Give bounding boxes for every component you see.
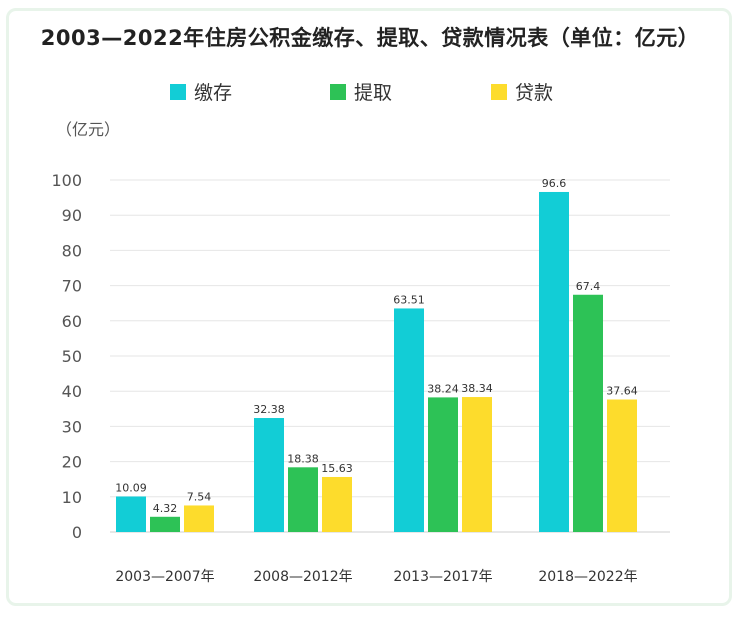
legend-item-deposit: 缴存 bbox=[170, 78, 232, 105]
data-label: 18.38 bbox=[287, 452, 319, 465]
bar bbox=[462, 397, 492, 532]
data-label: 10.09 bbox=[115, 481, 147, 494]
y-tick-label: 80 bbox=[62, 241, 82, 260]
x-category-label: 2003—2007年 bbox=[115, 569, 214, 585]
legend-label-withdrawal: 提取 bbox=[354, 82, 393, 104]
data-label: 67.4 bbox=[576, 280, 601, 293]
bar bbox=[394, 308, 424, 532]
data-label: 4.32 bbox=[153, 502, 178, 515]
x-category-label: 2018—2022年 bbox=[538, 569, 637, 585]
y-tick-label: 70 bbox=[62, 277, 82, 296]
y-tick-label: 90 bbox=[62, 206, 82, 225]
data-label: 15.63 bbox=[321, 462, 353, 475]
data-label: 37.64 bbox=[606, 385, 638, 398]
bar bbox=[539, 191, 569, 532]
y-tick-label: 20 bbox=[62, 453, 82, 472]
y-tick-label: 60 bbox=[62, 312, 82, 331]
legend-item-loan: 贷款 bbox=[491, 78, 553, 105]
legend-swatch-loan bbox=[491, 83, 507, 100]
y-axis-unit-label: （亿元） bbox=[56, 120, 121, 139]
chart-title: 2003—2022年住房公积金缴存、提取、贷款情况表（单位：亿元） bbox=[40, 26, 700, 50]
bar bbox=[607, 399, 637, 532]
data-label: 32.38 bbox=[253, 403, 285, 416]
bar bbox=[573, 294, 603, 532]
y-tick-label: 0 bbox=[72, 523, 82, 542]
legend-label-loan: 贷款 bbox=[515, 82, 554, 104]
data-label: 7.54 bbox=[187, 490, 212, 503]
bar bbox=[322, 476, 352, 532]
y-tick-label: 50 bbox=[62, 347, 82, 366]
legend: 缴存 提取 贷款 bbox=[0, 78, 740, 108]
legend-label-deposit: 缴存 bbox=[194, 82, 233, 104]
legend-item-withdrawal: 提取 bbox=[330, 78, 392, 105]
y-tick-label: 30 bbox=[62, 417, 82, 436]
bar bbox=[184, 505, 214, 532]
data-label: 96.6 bbox=[542, 177, 567, 190]
data-label: 38.34 bbox=[461, 382, 493, 395]
legend-swatch-deposit bbox=[170, 83, 186, 100]
y-tick-label: 10 bbox=[62, 488, 82, 507]
data-label: 38.24 bbox=[427, 382, 459, 395]
x-category-label: 2008—2012年 bbox=[253, 569, 352, 585]
x-category-label: 2013—2017年 bbox=[393, 569, 492, 585]
y-tick-label: 100 bbox=[51, 171, 82, 190]
bar bbox=[254, 418, 284, 532]
bar bbox=[150, 516, 180, 532]
y-tick-label: 40 bbox=[62, 382, 82, 401]
bar bbox=[288, 467, 318, 532]
bar bbox=[116, 496, 146, 532]
legend-swatch-withdrawal bbox=[330, 83, 346, 100]
bar bbox=[428, 397, 458, 532]
data-label: 63.51 bbox=[393, 293, 425, 306]
